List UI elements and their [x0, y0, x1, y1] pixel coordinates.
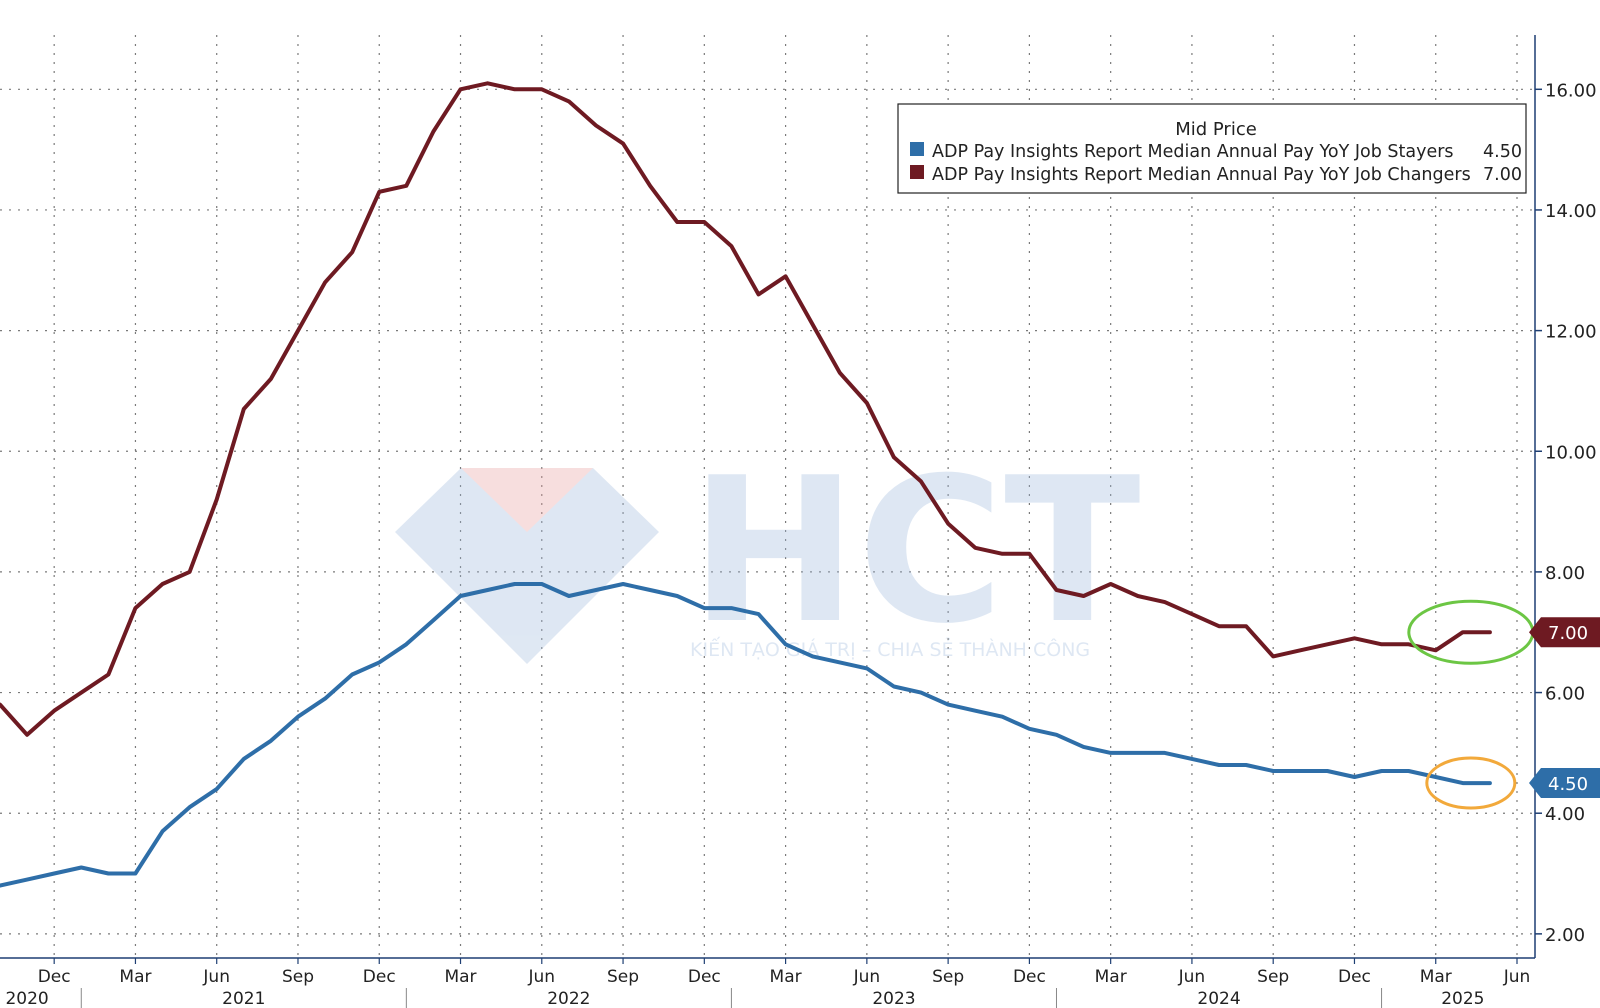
x-tick-label: Jun — [853, 967, 881, 987]
y-tick-label: 14.00 — [1545, 201, 1597, 222]
legend-value-changers: 7.00 — [1483, 165, 1522, 185]
legend: Mid Price ADP Pay Insights Report Median… — [897, 103, 1527, 194]
year-label: 2020 — [5, 989, 48, 1008]
hct-watermark: HCT KIẾN TẠO GIÁ TRỊ – CHIA SẺ THÀNH CÔN… — [395, 435, 1141, 668]
year-label: 2023 — [872, 989, 915, 1008]
watermark-tagline: KIẾN TẠO GIÁ TRỊ – CHIA SẺ THÀNH CÔNG — [690, 636, 1090, 661]
x-tick-label: Jun — [1178, 967, 1206, 987]
y-tick-label: 12.00 — [1545, 322, 1597, 343]
x-tick-label: Dec — [38, 967, 71, 987]
y-axis: 2.00 4.00 6.00 8.00 10.00 12.00 14.00 16.00 7.00… — [1529, 35, 1600, 958]
legend-swatch-stayers — [910, 142, 924, 156]
legend-title: Mid Price — [1175, 119, 1257, 140]
legend-box — [897, 103, 1527, 194]
x-tick-label: Sep — [607, 967, 639, 987]
x-tick-label: Mar — [444, 967, 476, 987]
series-line-job-changers — [0, 81, 1492, 737]
x-tick-label: Sep — [1257, 967, 1289, 987]
x-tick-label: Jun — [202, 967, 230, 987]
y-tick-label: 16.00 — [1545, 80, 1597, 101]
last-value-tag-job-stayers — [1529, 768, 1600, 799]
x-tick-label: Sep — [932, 967, 964, 987]
legend-swatch-changers — [910, 165, 924, 179]
y-tick-label: 2.00 — [1545, 925, 1585, 946]
y-tick-label: 6.00 — [1545, 684, 1585, 705]
legend-label-stayers: ADP Pay Insights Report Median Annual Pa… — [932, 142, 1454, 162]
x-tick-label: Dec — [363, 967, 396, 987]
highlight-ellipse-job-stayers — [1425, 756, 1517, 810]
year-label: 2024 — [1197, 989, 1240, 1008]
year-label: 2022 — [547, 989, 590, 1008]
year-label: 2025 — [1441, 989, 1484, 1008]
series-line-job-stayers — [0, 582, 1492, 888]
x-axis: Dec Mar Jun Sep Dec Mar Jun Sep Dec Mar Jun Sep Dec M… — [0, 957, 1535, 1008]
x-tick-label: Mar — [1420, 967, 1452, 987]
y-tick-label: 4.00 — [1545, 804, 1585, 825]
x-tick-label: Dec — [1338, 967, 1371, 987]
x-tick-label: Mar — [770, 967, 802, 987]
legend-value-stayers: 4.50 — [1483, 142, 1522, 162]
x-tick-label: Dec — [688, 967, 721, 987]
last-value-label-job-stayers: 4.50 — [1548, 774, 1588, 795]
x-tick-label: Sep — [282, 967, 314, 987]
x-tick-label: Mar — [1095, 967, 1127, 987]
x-tick-label: Dec — [1013, 967, 1046, 987]
y-tick-label: 10.00 — [1545, 442, 1597, 463]
legend-label-changers: ADP Pay Insights Report Median Annual Pa… — [932, 165, 1471, 185]
x-tick-label: Mar — [119, 967, 151, 987]
y-tick-label: 8.00 — [1545, 563, 1585, 584]
x-tick-label: Jun — [1503, 967, 1531, 987]
watermark-logo-mark-accent — [461, 468, 593, 532]
watermark-logo-text: HCT — [690, 435, 1141, 668]
last-value-label-job-changers: 7.00 — [1548, 623, 1588, 644]
year-label: 2021 — [222, 989, 265, 1008]
watermark-logo-mark — [395, 468, 659, 664]
last-value-tag-job-changers — [1529, 617, 1600, 648]
x-tick-label: Jun — [528, 967, 556, 987]
